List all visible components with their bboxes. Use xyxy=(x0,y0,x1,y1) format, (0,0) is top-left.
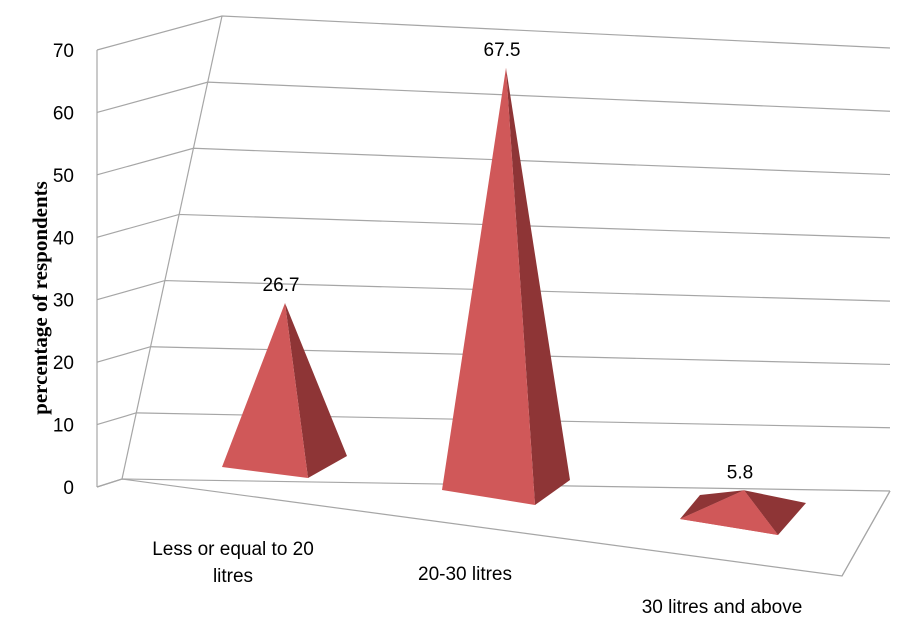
bar-front-face xyxy=(442,67,535,505)
data-label: 26.7 xyxy=(263,275,300,296)
data-label: 5.8 xyxy=(727,462,753,483)
floor-right-edge xyxy=(841,490,891,577)
category-labels: Less or equal to 20 litres 20-30 litres 30 … xyxy=(152,539,802,618)
bar xyxy=(442,67,570,505)
bar-side-face xyxy=(744,490,806,535)
bar-front-face xyxy=(222,303,308,478)
y-axis-ticks: 0 10 20 30 40 50 60 70 xyxy=(53,41,74,499)
gridlines xyxy=(96,15,891,577)
bar-side-face xyxy=(506,67,570,505)
y-tick-label: 0 xyxy=(63,478,74,499)
data-label: 67.5 xyxy=(484,40,521,61)
bar xyxy=(222,303,347,478)
bar-side-face xyxy=(285,303,347,478)
category-label: 30 litres and above xyxy=(642,597,803,618)
y-tick-label: 50 xyxy=(53,166,74,187)
y-tick-label: 60 xyxy=(53,103,74,124)
bar-front-face xyxy=(680,490,778,535)
y-tick-label: 70 xyxy=(53,41,74,62)
gridline xyxy=(96,81,891,114)
bar xyxy=(680,490,806,535)
bars xyxy=(222,67,806,535)
category-label: Less or equal to 20 litres xyxy=(152,539,314,587)
back-wall-left-edge xyxy=(121,15,223,480)
y-tick-label: 20 xyxy=(53,353,74,374)
data-labels: 26.7 67.5 5.8 xyxy=(263,40,754,484)
y-tick-label: 40 xyxy=(53,228,74,249)
y-axis-title: percentage of respondents xyxy=(28,181,52,415)
y-tick-label: 30 xyxy=(53,291,74,312)
y-tick-label: 10 xyxy=(53,416,74,437)
category-label: 20-30 litres xyxy=(418,564,512,585)
